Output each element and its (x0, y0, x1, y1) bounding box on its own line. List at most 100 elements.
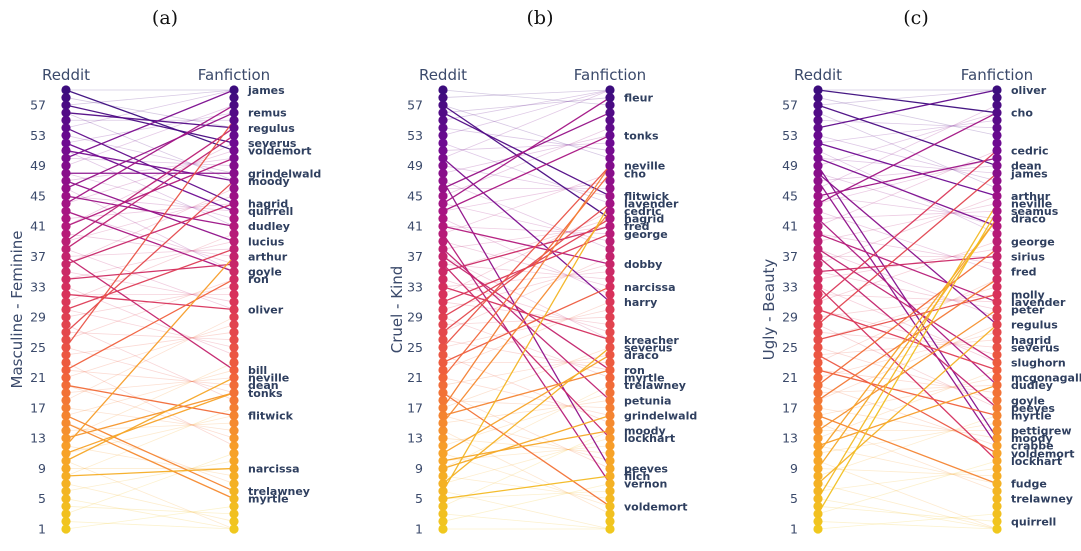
faint-link (66, 484, 234, 522)
faint-link (443, 310, 610, 348)
faint-link (66, 370, 234, 385)
character-label: remus (248, 107, 287, 120)
character-label: ron (248, 273, 269, 286)
y-tick-label: 41 (782, 219, 798, 234)
y-tick-label: 1 (38, 522, 46, 537)
faint-link (66, 90, 234, 128)
faint-link (443, 431, 610, 514)
slope-panel: (c)Reddit FanfictionUgly - Beauty15913172… (760, 7, 1081, 537)
y-tick-label: 33 (782, 279, 798, 294)
panel-label: (c) (903, 7, 928, 29)
y-tick-label: 25 (407, 340, 423, 355)
character-label: lucius (248, 235, 285, 248)
y-tick-label: 41 (30, 219, 46, 234)
character-label: james (247, 84, 285, 97)
link-line (818, 249, 997, 363)
character-label: severus (1011, 341, 1060, 354)
character-label: myrtle (1011, 409, 1052, 422)
character-label: regulus (1011, 319, 1058, 332)
y-tick-label: 29 (782, 310, 798, 325)
character-label: trelawney (1011, 493, 1073, 506)
y-tick-label: 33 (30, 279, 46, 294)
y-tick-label: 21 (30, 370, 46, 385)
character-label: george (1011, 235, 1055, 248)
link-line (443, 370, 610, 415)
character-label: draco (624, 349, 659, 362)
character-label: petunia (624, 394, 671, 407)
character-label: grindelwald (624, 409, 697, 422)
character-label: cho (1011, 107, 1033, 120)
character-label: fudge (1011, 478, 1047, 491)
y-tick-label: 21 (407, 370, 423, 385)
panels-group: (a)Reddit FanfictionMasculine - Feminine1… (8, 7, 1081, 537)
faint-link (443, 514, 610, 529)
background-links (818, 90, 997, 529)
y-tick-label: 9 (790, 461, 798, 476)
link-line (66, 294, 234, 309)
faint-link (818, 204, 997, 242)
y-tick-label: 1 (415, 522, 423, 537)
character-label: fleur (624, 92, 653, 105)
panel-label: (b) (527, 7, 554, 29)
faint-link (818, 272, 997, 310)
right-rank-dot (605, 85, 614, 94)
y-tick-label: 37 (30, 249, 46, 264)
highlighted-links (818, 90, 997, 514)
link-line (818, 325, 997, 484)
y-tick-label: 29 (407, 310, 423, 325)
character-label: dobby (624, 258, 662, 271)
left-axis-label: Reddit (419, 66, 467, 84)
faint-link (818, 415, 997, 476)
y-tick-label: 13 (407, 431, 423, 446)
y-tick-label: 5 (38, 491, 46, 506)
faint-link (443, 491, 610, 529)
y-tick-label: 33 (407, 279, 423, 294)
faint-link (66, 499, 234, 529)
right-axis-label: Fanfiction (198, 66, 270, 84)
link-line (66, 393, 234, 438)
faint-link (818, 461, 997, 529)
faint-link (818, 98, 997, 136)
left-axis-label: Reddit (42, 66, 90, 84)
y-tick-label: 49 (407, 158, 423, 173)
link-line (818, 279, 997, 400)
faint-link (66, 310, 234, 348)
character-label: peter (1011, 304, 1045, 317)
faint-link (66, 90, 234, 105)
y-tick-label: 13 (30, 431, 46, 446)
y-tick-label: 17 (407, 400, 423, 415)
link-line (66, 279, 234, 370)
y-tick-label: 13 (782, 431, 798, 446)
y-tick-label: 49 (30, 158, 46, 173)
faint-link (66, 105, 234, 166)
character-label: sirius (1011, 251, 1045, 264)
character-label: moody (248, 175, 290, 188)
left-rank-dot (438, 85, 447, 94)
right-axis-label: Fanfiction (961, 66, 1033, 84)
link-line (443, 211, 610, 423)
faint-link (443, 98, 610, 113)
y-tick-label: 53 (407, 128, 423, 143)
character-label: tonks (624, 129, 659, 142)
link-line (443, 113, 610, 196)
faint-link (818, 446, 997, 484)
link-line (66, 211, 234, 272)
link-line (443, 347, 610, 483)
slope-panel: (b)Reddit FanfictionCruel - Kind159131721… (388, 7, 697, 537)
link-line (66, 393, 234, 454)
y-tick-label: 5 (415, 491, 423, 506)
y-tick-label: 29 (30, 310, 46, 325)
character-label: vernon (624, 478, 667, 491)
faint-link (818, 158, 997, 173)
y-tick-label: 45 (407, 188, 423, 203)
character-label: flitwick (248, 409, 294, 422)
faint-link (818, 499, 997, 529)
right-rank-dot (229, 85, 238, 94)
y-tick-label: 53 (30, 128, 46, 143)
y-tick-label: 1 (790, 522, 798, 537)
link-line (818, 105, 997, 166)
y-axis-title: Cruel - Kind (388, 266, 406, 354)
faint-link (66, 317, 234, 400)
character-label: voldemort (248, 145, 312, 158)
y-tick-label: 37 (407, 249, 423, 264)
